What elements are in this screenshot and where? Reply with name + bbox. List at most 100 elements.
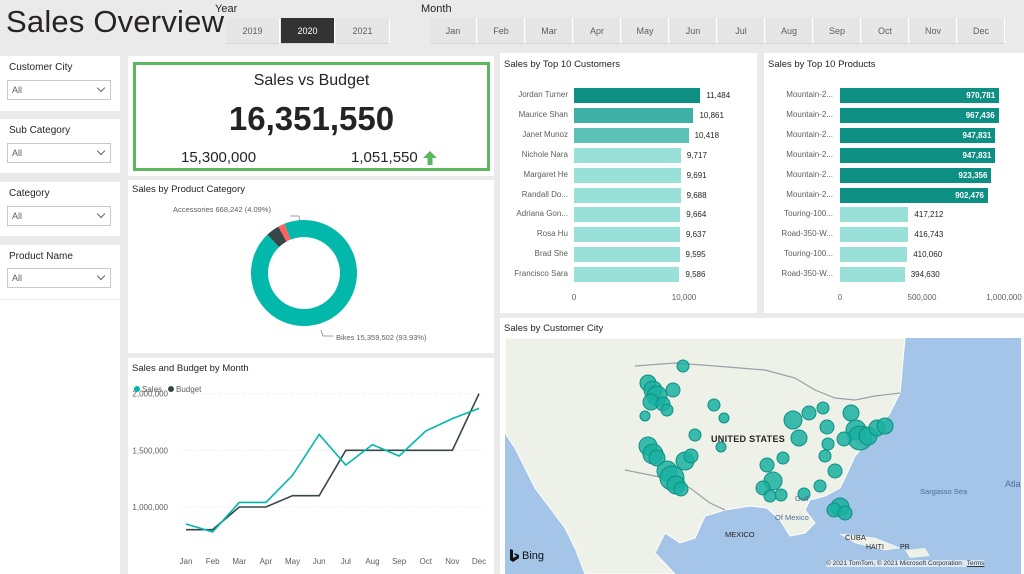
city-bubble [816,401,830,415]
series-line-budget [186,393,480,531]
bar-data-label: 9,595 [685,250,706,260]
bar-data-label: 417,212 [914,210,944,220]
bar-data-label: 9,664 [686,210,707,220]
bar-category-label: Road-350-W... [781,269,833,279]
month-option-jan[interactable]: Jan [430,18,477,44]
legend-marker-sales [134,386,140,392]
donut-title: Sales by Product Category [132,184,246,195]
bar-category-label: Margaret He [523,169,568,179]
bar-data-label: 970,781 [966,91,996,100]
month-option-feb[interactable]: Feb [478,18,525,44]
city-bubble [797,487,811,501]
map-panel[interactable]: Sales by Customer City UNITED STATES Gul… [500,318,1024,574]
bar [840,207,909,223]
map-label-of-mexico: Of Mexico [775,513,809,522]
city-bubble [827,463,843,479]
bikes-leader-line-2 [320,329,324,337]
bar-category-label: Mountain-2... [786,109,833,119]
x-tick-label: Feb [206,557,220,566]
bar-category-label: Maurice Shan [518,109,568,119]
map-terms-link[interactable]: Terms [966,560,985,567]
city-bubble [876,417,894,435]
bar-data-label: 10,418 [694,130,720,140]
month-option-aug[interactable]: Aug [766,18,813,44]
city-bubble [776,451,790,465]
filter-product-name: Product Name All [0,245,120,299]
bar [574,267,680,283]
bar-data-label: 9,688 [686,190,707,200]
dropdown-value: All [12,85,23,95]
month-option-nov[interactable]: Nov [910,18,957,44]
year-slicer-label: Year [215,3,238,15]
month-option-jun[interactable]: Jun [670,18,717,44]
bar-data-label: 947,831 [962,150,992,160]
city-bubble [676,359,690,373]
x-tick-label: Aug [365,557,379,566]
city-bubble [790,429,808,447]
month-option-apr[interactable]: Apr [574,18,621,44]
bar-data-label: 9,691 [686,170,707,180]
city-bubble [660,403,674,417]
donut-slice-accessories [267,226,287,247]
bar [840,127,996,143]
kpi-value: 16,351,550 [228,100,395,137]
cuba-island [839,533,901,551]
kpi-card[interactable]: Sales vs Budget 16,351,550 15,300,000 1,… [133,62,490,171]
donut-slice-bikes [251,220,357,326]
bar-category-label: Touring-100... [784,249,833,259]
month-option-mar[interactable]: Mar [526,18,573,44]
city-bubble [718,412,730,424]
month-option-may[interactable]: May [622,18,669,44]
map-label-sargasso-sea: Sargasso Sea [920,487,968,496]
bar-category-label: Adriana Gon... [516,209,568,219]
hispaniola-island [905,548,930,558]
month-option-dec[interactable]: Dec [958,18,1005,44]
bar-data-label: 410,060 [913,250,943,260]
y-tick-label: 1,500,000 [132,446,168,455]
x-tick-label: Dec [472,557,486,566]
city-bubble [819,419,835,435]
month-option-jul[interactable]: Jul [718,18,765,44]
products-bar-panel[interactable]: Sales by Top 10 Products Mountain-2... 97… [764,53,1024,313]
customers-bar-panel[interactable]: Sales by Top 10 Customers Jordan Turner 1… [500,53,757,313]
month-option-oct[interactable]: Oct [862,18,909,44]
bar-category-label: Touring-100... [784,209,833,219]
kpi-title: Sales vs Budget [253,72,370,89]
sub-category-dropdown[interactable]: All [7,143,111,163]
map-label-atlantic: Atla [1005,479,1021,489]
x-tick-label: Sep [392,557,407,566]
city-bubble [774,488,788,502]
bar-category-label: Francisco Sara [514,269,568,279]
page-title: Sales Overview [6,4,225,39]
line-chart: Sales Budget 1,000,000 1,500,000 2,000,000 Ja… [132,385,486,566]
x-tick-label: 1,000,000 [986,293,1022,302]
line-chart-panel[interactable]: Sales and Budget by Month Sales Budget 1,0… [128,358,494,574]
category-dropdown[interactable]: All [7,206,111,226]
year-option-2021[interactable]: 2021 [336,18,390,44]
bing-logo: Bing [509,549,544,562]
x-tick-label: Oct [420,557,433,566]
x-tick-label: Apr [260,557,273,566]
bar [574,227,680,243]
dropdown-value: All [12,148,23,158]
x-tick-label: 10,000 [671,293,697,302]
map-copyright: © 2021 TomTom, © 2021 Microsoft Corporat… [826,560,985,567]
donut-panel[interactable]: Sales by Product Category Accessories 66… [128,180,494,353]
bar-category-label: Janet Munoz [522,129,568,139]
map-label-mexico: MEXICO [725,530,755,539]
series-line-sales [185,407,480,533]
map-canvas[interactable]: UNITED STATES Gulf Of Mexico MEXICO CUBA… [505,338,1021,574]
filter-customer-city: Customer City All [0,56,120,111]
city-bubble [783,410,803,430]
bar [574,107,694,123]
bar [574,127,689,143]
month-option-sep[interactable]: Sep [814,18,861,44]
x-tick-label: 500,000 [907,293,937,302]
customer-city-dropdown[interactable]: All [7,80,111,100]
map-bubbles [638,359,894,521]
product-name-dropdown[interactable]: All [7,268,111,288]
year-option-2020[interactable]: 2020 [281,18,335,44]
chevron-down-icon [96,83,106,93]
city-bubble [673,481,689,497]
year-option-2019[interactable]: 2019 [226,18,280,44]
